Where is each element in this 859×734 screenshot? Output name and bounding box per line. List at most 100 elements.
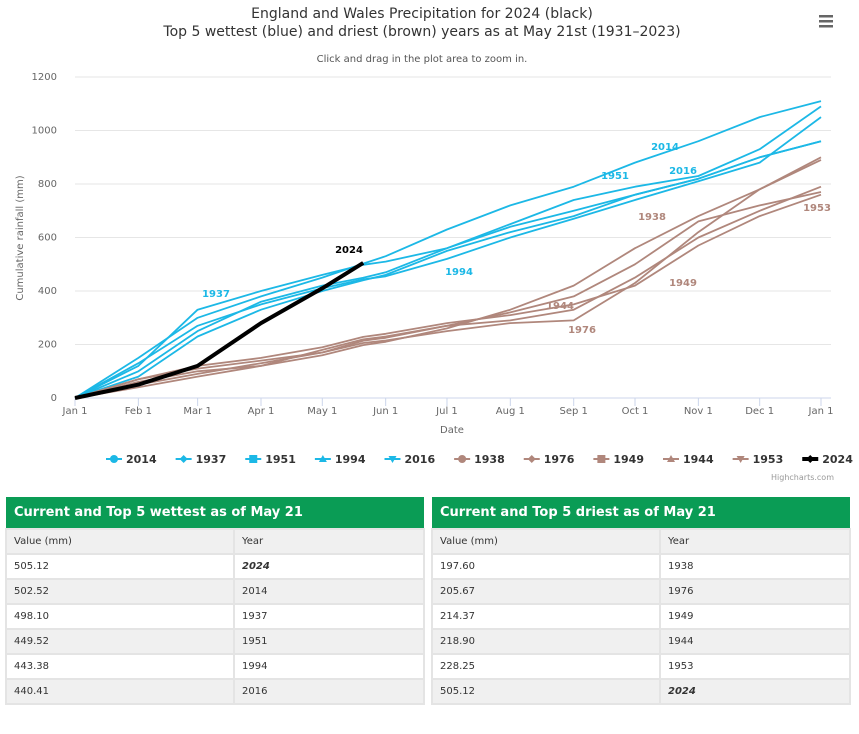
- y-tick-label: 400: [38, 286, 57, 297]
- y-tick-label: 800: [38, 179, 57, 190]
- legend-item[interactable]: 2016: [384, 453, 436, 466]
- table-cell: 1994: [233, 653, 425, 680]
- legend-item[interactable]: 1949: [593, 453, 644, 466]
- legend-item[interactable]: 1938: [454, 453, 505, 466]
- series-label: 1953: [803, 203, 831, 214]
- table-title: Current and Top 5 wettest as of May 21: [6, 497, 424, 529]
- legend-item[interactable]: 1994: [314, 453, 366, 466]
- table-row: 505.12 2024: [431, 678, 851, 705]
- table-cell: 449.52: [5, 628, 235, 655]
- table-cell: 2014: [233, 578, 425, 605]
- table-row: 502.52 2014: [5, 578, 425, 605]
- legend-label: 2016: [405, 453, 436, 466]
- legend-symbol: [318, 455, 327, 462]
- legend-symbol: [736, 456, 745, 463]
- legend-label: 2014: [126, 453, 157, 466]
- series-line: [74, 261, 365, 400]
- x-tick-label: Mar 1: [183, 406, 211, 417]
- series-label: 1976: [568, 325, 596, 336]
- legend-symbol: [249, 455, 258, 463]
- table: Current and Top 5 driest as of May 21 Val…: [431, 497, 851, 705]
- series-line: [74, 159, 822, 399]
- x-tick-label: Jan 1: [808, 406, 834, 417]
- series-line: [74, 156, 822, 399]
- legend-item[interactable]: 1953: [732, 453, 784, 466]
- legend-symbol: [806, 455, 815, 463]
- column-header: Year: [233, 528, 425, 555]
- legend-symbol: [597, 455, 606, 463]
- table-cell: 1938: [659, 553, 851, 580]
- legend-symbol: [110, 455, 118, 463]
- y-tick-label: 1000: [32, 126, 57, 137]
- table-row: 214.37 1949: [431, 603, 851, 630]
- legend-item[interactable]: 1944: [663, 453, 714, 466]
- column-header: Value (mm): [431, 528, 661, 555]
- x-tick-label: Jul 1: [435, 406, 458, 417]
- legend-label: 1953: [753, 453, 784, 466]
- table-cell: 218.90: [431, 628, 661, 655]
- legend-label: 1976: [544, 453, 575, 466]
- legend-item[interactable]: 1951: [245, 453, 296, 466]
- legend-symbol: [388, 456, 397, 463]
- table-cell: 2016: [233, 678, 425, 705]
- x-axis-title: Date: [440, 425, 464, 436]
- table-cell: 205.67: [431, 578, 661, 605]
- x-tick-label: Oct 1: [622, 406, 649, 417]
- x-tick-label: Nov 1: [684, 406, 713, 417]
- series-label: 2014: [651, 142, 679, 153]
- menu-icon: [819, 15, 833, 18]
- table-cell: 228.25: [431, 653, 661, 680]
- legend-label: 1994: [335, 453, 366, 466]
- table-row: 498.10 1937: [5, 603, 425, 630]
- series-label: 1938: [638, 212, 666, 223]
- column-header: Year: [659, 528, 851, 555]
- y-tick-label: 0: [51, 393, 57, 404]
- menu-button[interactable]: [819, 15, 833, 28]
- table-cell: 2024: [659, 678, 851, 705]
- menu-icon: [819, 20, 833, 23]
- x-tick-label: Jan 1: [62, 406, 88, 417]
- legend-item[interactable]: 1976: [523, 453, 575, 466]
- legend-label: 1938: [474, 453, 505, 466]
- table-cell: 502.52: [5, 578, 235, 605]
- legend-label: 1949: [613, 453, 644, 466]
- series-label: 1994: [445, 267, 473, 278]
- table-header-row: Current and Top 5 wettest as of May 21: [6, 497, 424, 529]
- series-label: 1937: [202, 289, 230, 300]
- credit[interactable]: Highcharts.com: [771, 473, 834, 482]
- legend-item[interactable]: 2024: [802, 453, 853, 466]
- series-line: [74, 116, 822, 399]
- series-line: [74, 105, 822, 399]
- table-cell: 1944: [659, 628, 851, 655]
- series-line: [74, 191, 822, 399]
- table-cell: 505.12: [5, 553, 235, 580]
- legend-symbol: [179, 455, 188, 463]
- table-cell: 498.10: [5, 603, 235, 630]
- series-label: 1951: [601, 171, 629, 182]
- table-cell: 505.12: [431, 678, 661, 705]
- table: Current and Top 5 wettest as of May 21 Va…: [5, 497, 425, 705]
- legend-item[interactable]: 1937: [175, 453, 227, 466]
- y-tick-label: 1200: [32, 72, 57, 83]
- y-axis-title: Cumulative rainfall (mm): [15, 175, 26, 300]
- table-title: Current and Top 5 driest as of May 21: [432, 497, 850, 529]
- table-cell: 440.41: [5, 678, 235, 705]
- x-tick-label: Aug 1: [496, 406, 525, 417]
- legend-label: 1937: [196, 453, 227, 466]
- chart-title: England and Wales Precipitation for 2024…: [251, 6, 593, 22]
- x-tick-label: Dec 1: [745, 406, 774, 417]
- legend-item[interactable]: 2014: [106, 453, 157, 466]
- legend-symbol: [527, 455, 536, 463]
- y-tick-label: 200: [38, 340, 57, 351]
- x-tick-label: Apr 1: [248, 406, 275, 417]
- legend-label: 1951: [265, 453, 296, 466]
- chart-title: Top 5 wettest (blue) and driest (brown) …: [162, 24, 680, 40]
- x-tick-label: Sep 1: [560, 406, 588, 417]
- table-cell: 1949: [659, 603, 851, 630]
- table-row: 443.38 1994: [5, 653, 425, 680]
- column-header: Value (mm): [5, 528, 235, 555]
- table-header-row: Current and Top 5 driest as of May 21: [432, 497, 850, 529]
- series-line: [74, 193, 822, 399]
- chart: England and Wales Precipitation for 2024…: [15, 6, 853, 482]
- table-cell: 1976: [659, 578, 851, 605]
